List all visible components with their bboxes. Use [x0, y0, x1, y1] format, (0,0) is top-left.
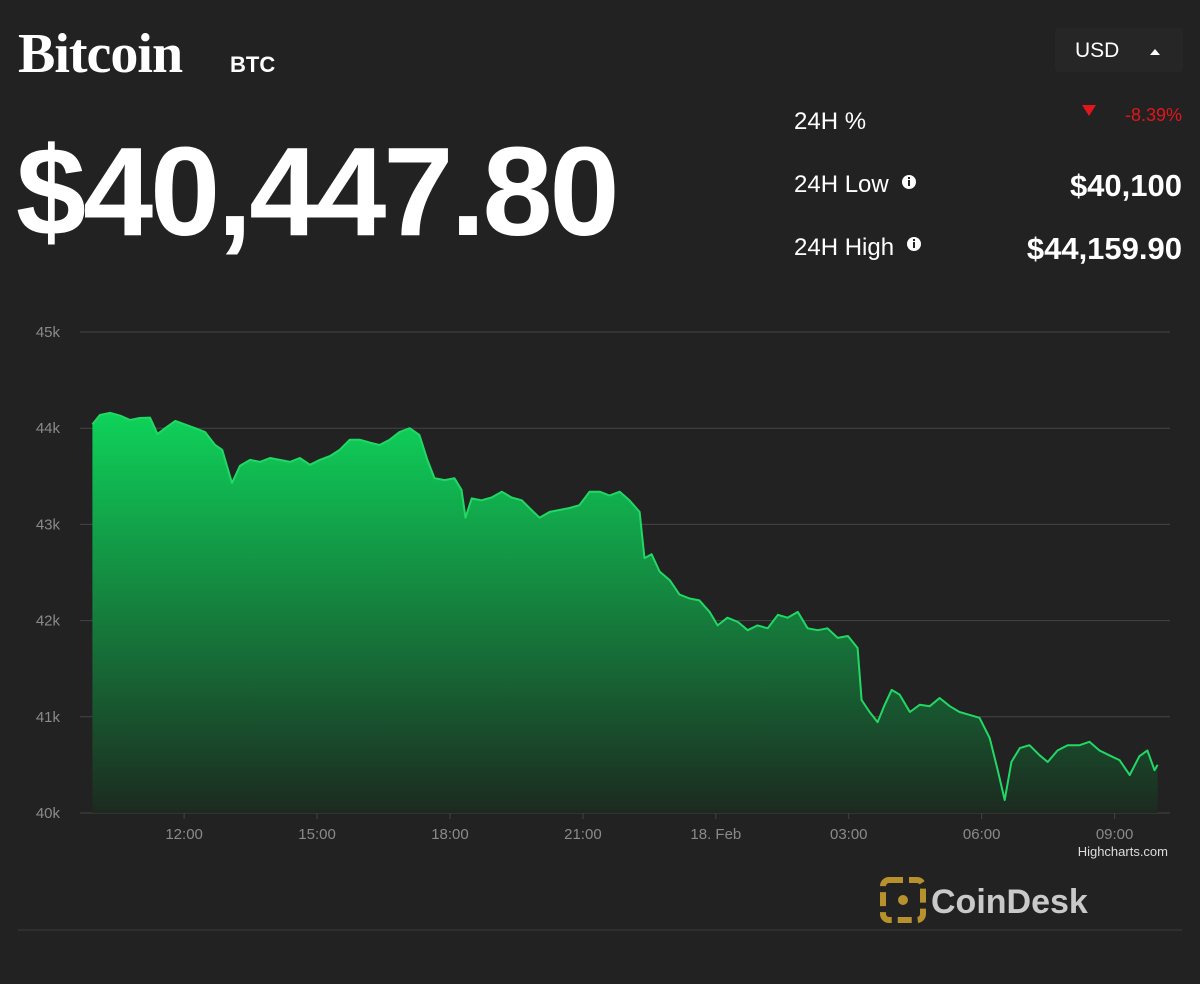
y-tick-label: 43k — [36, 516, 61, 533]
info-icon[interactable] — [907, 237, 921, 251]
down-arrow — [1082, 105, 1096, 116]
x-tick-label: 15:00 — [298, 826, 336, 843]
stat-value: -8.39% — [1125, 105, 1182, 125]
x-tick-label: 21:00 — [564, 826, 602, 843]
credit[interactable]: Highcharts.com — [1078, 844, 1168, 859]
logo-text: CoinDesk — [931, 883, 1088, 921]
currency[interactable]: USD — [1075, 39, 1119, 62]
chart: 40k 41k 42k 43k 44k 45k 12:00 15:00 18:00 21:00 18… — [36, 324, 1170, 843]
x-tick-label: 18. Feb — [690, 826, 741, 843]
currency-select[interactable]: USD — [1055, 28, 1183, 72]
stat-value: $40,100 — [1070, 168, 1182, 203]
price: $40,447.80 — [16, 121, 617, 262]
price-line — [91, 411, 1159, 801]
y-tick-label: 40k — [36, 805, 61, 822]
x-tick-label: 03:00 — [830, 826, 868, 843]
caret[interactable] — [1150, 49, 1160, 55]
x-tick-label: 06:00 — [963, 826, 1001, 843]
coin-name: Bitcoin — [18, 23, 183, 85]
y-tick-label: 45k — [36, 324, 61, 341]
y-tick-label: 42k — [36, 613, 61, 630]
x-tick-label: 12:00 — [165, 826, 203, 843]
area-fill — [92, 412, 1158, 813]
x-tick-label: 18:00 — [431, 826, 469, 843]
y-tick-label: 44k — [36, 420, 61, 437]
stat-value: $44,159.90 — [1027, 231, 1182, 266]
info-icon[interactable] — [902, 175, 916, 189]
y-tick-label: 41k — [36, 709, 61, 726]
coindesk-logo: CoinDesk — [880, 877, 1088, 923]
stat-label: 24H Low — [794, 171, 889, 198]
coin-symbol: BTC — [230, 52, 275, 77]
stat-label: 24H % — [794, 108, 866, 135]
currency-button[interactable] — [1055, 28, 1183, 72]
stat-label: 24H High — [794, 234, 894, 261]
x-tick-label: 09:00 — [1096, 826, 1134, 843]
